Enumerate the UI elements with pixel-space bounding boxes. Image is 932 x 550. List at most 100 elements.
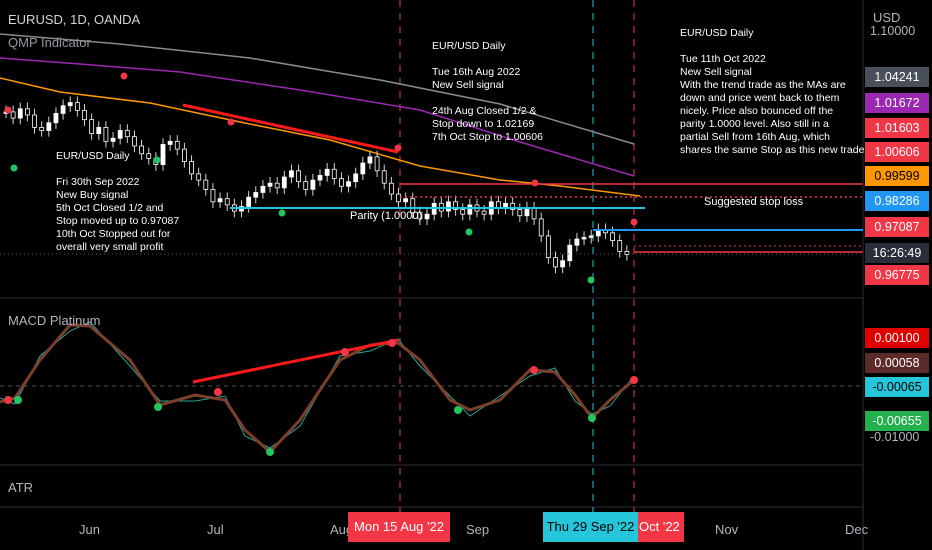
candle-body — [117, 130, 123, 139]
macd-signal-dot — [266, 448, 274, 456]
candle-body — [25, 108, 30, 116]
candle-body — [360, 162, 366, 175]
candle-body — [531, 207, 537, 220]
candle-body — [167, 140, 173, 145]
macd-tick: -0.01000 — [870, 430, 920, 444]
candle-body — [160, 144, 166, 165]
candle-body — [339, 178, 344, 187]
candle-body — [10, 111, 16, 119]
candle-body — [310, 179, 316, 190]
candle-body — [588, 235, 594, 238]
indicator-label[interactable]: QMP Indicator — [8, 35, 91, 50]
macd-signal-dot — [154, 403, 162, 411]
signal-dot — [394, 144, 402, 152]
atr-label[interactable]: ATR — [8, 480, 34, 495]
candle-body — [403, 198, 409, 203]
candle-body — [253, 192, 259, 198]
symbol-title[interactable]: EURUSD, 1D, OANDA — [8, 12, 141, 27]
candle-body — [396, 193, 401, 203]
macd-signal-dot — [341, 348, 349, 356]
time-label-nov: Nov — [715, 522, 739, 537]
macd-signal-dot — [214, 388, 222, 396]
signal-dot — [278, 209, 286, 217]
time-badge-aug: Mon 15 Aug '22 — [348, 512, 450, 542]
macd-signal-dot — [14, 396, 22, 404]
candle-body — [82, 109, 87, 121]
price-label-purple-ma: 1.01672 — [865, 93, 929, 113]
trendline-macd — [192, 338, 399, 384]
time-label-aug: Aug — [330, 522, 354, 537]
macd-label[interactable]: MACD Platinum — [8, 313, 101, 328]
candle-body — [410, 198, 416, 214]
candle-body — [96, 127, 102, 135]
candle-body — [32, 114, 37, 128]
price-label-stop-1: 1.01603 — [865, 118, 929, 138]
macd-signal-dot — [530, 366, 538, 374]
candle-body — [574, 238, 580, 246]
candle-body — [517, 209, 523, 217]
candle-body — [381, 170, 387, 184]
price-label-stop-loss: 0.97087 — [865, 217, 929, 237]
candle-body — [545, 235, 551, 258]
candle-body — [553, 257, 558, 268]
candle-body — [281, 176, 287, 189]
signal-dot — [587, 276, 595, 284]
candle-body — [331, 168, 337, 179]
macd-label-hist: 0.00100 — [865, 328, 929, 348]
candle-body — [567, 244, 573, 262]
annotation-sep-buy[interactable]: EUR/USD Daily Fri 30th Sep 2022 New Buy … — [56, 150, 180, 253]
candle-body — [182, 148, 187, 162]
macd-signal-dot — [388, 339, 396, 347]
candle-body — [424, 213, 430, 220]
trendline-price — [182, 103, 399, 154]
time-label-jun: Jun — [79, 522, 100, 537]
candle-body — [524, 207, 530, 217]
candle-body — [417, 212, 423, 220]
candle-body — [203, 179, 209, 190]
candle-body — [196, 173, 202, 181]
candle-body — [146, 153, 152, 159]
candle-body — [289, 170, 294, 178]
candle-body — [374, 156, 380, 172]
signal-dot — [531, 179, 539, 187]
candle-body — [124, 130, 130, 138]
macd-signal-dot — [588, 414, 596, 422]
price-label-orange-ma: 0.99599 — [865, 166, 929, 186]
stop-loss-label[interactable]: Suggested stop loss — [704, 196, 804, 208]
candle-body — [224, 198, 230, 206]
time-badge-sep: Thu 29 Sep '22 — [543, 512, 638, 542]
macd-signal-line — [0, 321, 635, 449]
annotation-oct-sell[interactable]: EUR/USD Daily Tue 11th Oct 2022 New Sell… — [680, 27, 865, 156]
annotation-aug-sell[interactable]: EUR/USD Daily Tue 16th Aug 2022 New Sell… — [432, 40, 543, 143]
candle-body — [174, 140, 180, 150]
signal-dot — [10, 164, 18, 172]
price-label-last: 0.96775 — [865, 265, 929, 285]
macd-label-signal: -0.00065 — [865, 377, 929, 397]
macd-signal-dot — [630, 376, 638, 384]
parity-label[interactable]: Parity (1.0000) — [350, 210, 423, 222]
candle-body — [581, 237, 587, 240]
candle-body — [60, 105, 66, 114]
candle-body — [346, 181, 351, 187]
candle-body — [388, 182, 394, 195]
signal-dot — [630, 218, 638, 226]
candle-body — [274, 182, 280, 189]
macd-label-low: -0.00655 — [865, 411, 929, 431]
price-label-blue: 0.98286 — [865, 191, 929, 211]
price-label-stop-2: 1.00606 — [865, 142, 929, 162]
candle-body — [74, 102, 80, 111]
candle-body — [324, 168, 330, 176]
candle-body — [53, 113, 59, 124]
candle-body — [560, 260, 566, 268]
candle-body — [460, 209, 466, 215]
candle-body — [481, 210, 487, 215]
signal-dot — [153, 156, 161, 164]
candle-body — [260, 185, 266, 193]
time-label-jul: Jul — [207, 522, 224, 537]
signal-dot — [227, 118, 235, 126]
candle-body — [139, 145, 144, 155]
candle-body — [103, 127, 109, 142]
signal-dot — [120, 72, 128, 80]
candle-body — [296, 170, 301, 183]
